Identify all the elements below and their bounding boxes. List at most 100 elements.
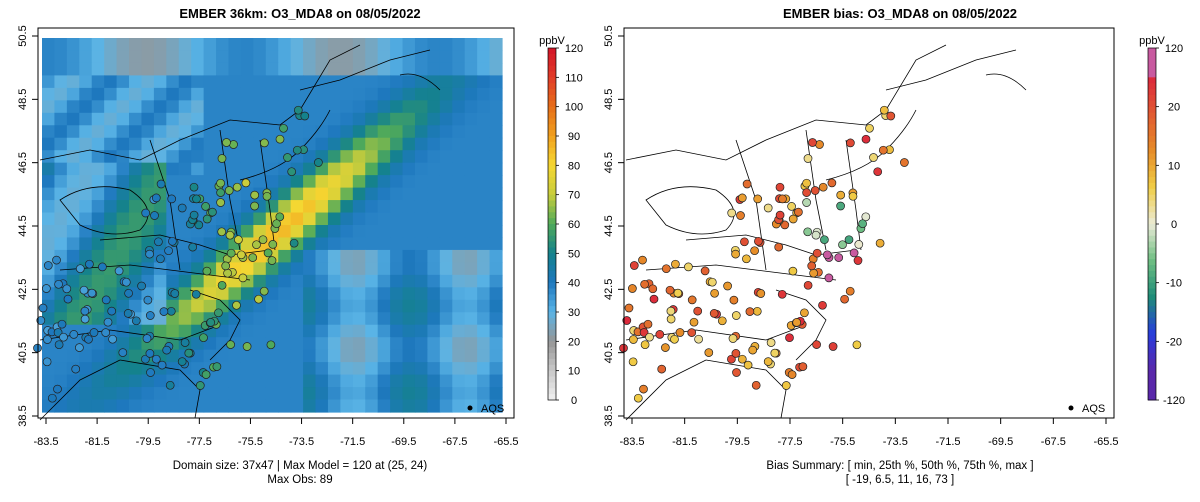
grid-cell <box>166 125 180 139</box>
aqs-bias-station <box>818 182 828 192</box>
aqs-station <box>300 111 310 121</box>
grid-cell <box>402 175 416 189</box>
grid-cell <box>340 100 354 114</box>
grid-cell <box>178 187 192 201</box>
boundary-line <box>845 139 862 251</box>
grid-cell <box>129 399 143 413</box>
grid-cell <box>327 38 341 52</box>
grid-cell <box>141 125 155 139</box>
grid-cell <box>253 337 267 351</box>
grid-cell <box>402 374 416 388</box>
grid-cell <box>327 387 341 401</box>
grid-cell <box>129 324 143 338</box>
grid-cell <box>253 312 267 326</box>
grid-cell <box>452 212 466 226</box>
grid-cell <box>464 125 478 139</box>
grid-cell <box>42 175 56 189</box>
colorbar-segment <box>1148 106 1156 114</box>
colorbar-segment <box>548 212 556 219</box>
grid-cell <box>315 187 329 201</box>
colorbar-segment <box>548 224 556 231</box>
grid-cell <box>278 362 292 376</box>
grid-cell <box>377 374 391 388</box>
aqs-station <box>226 340 235 349</box>
grid-cell <box>477 337 491 351</box>
grid-cell <box>427 249 441 263</box>
aqs-bias-station <box>853 256 863 265</box>
aqs-station <box>202 214 212 224</box>
grid-cell <box>414 324 428 338</box>
grid-cell <box>377 299 391 313</box>
grid-cell <box>377 237 391 251</box>
colorbar-segment <box>548 188 556 196</box>
grid-cell <box>104 87 118 101</box>
model-panel: EMBER 36km: O3_MDA8 on 08/05/2022 -83.5-… <box>17 6 583 486</box>
grid-cell <box>477 262 491 276</box>
colorbar-segment <box>548 253 556 260</box>
grid-cell <box>377 162 391 176</box>
aqs-bias-station <box>838 240 847 250</box>
grid-cell <box>178 262 192 276</box>
grid-cell <box>290 75 304 89</box>
grid-cell <box>66 112 80 126</box>
aqs-bias-station <box>628 284 637 293</box>
y-tick-label: 38.5 <box>603 405 615 426</box>
grid-cell <box>116 399 130 413</box>
aqs-bias-station <box>818 300 827 310</box>
grid-cell <box>66 225 80 239</box>
aqs-station <box>131 316 141 326</box>
grid-cell <box>129 150 143 164</box>
grid-cell <box>489 324 503 338</box>
aqs-station <box>75 343 84 352</box>
grid-cell <box>253 249 267 263</box>
grid-cell <box>427 274 441 288</box>
colorbar-segment <box>548 53 556 61</box>
grid-cell <box>66 374 80 388</box>
grid-cell <box>464 225 478 239</box>
grid-cell <box>178 249 192 263</box>
grid-cell <box>477 87 491 101</box>
grid-cell <box>66 87 80 101</box>
grid-cell <box>390 299 404 313</box>
grid-cell <box>390 274 404 288</box>
grid-cell <box>116 324 130 338</box>
grid-cell <box>153 200 167 214</box>
grid-cell <box>477 150 491 164</box>
grid-cell <box>377 50 391 64</box>
aqs-bias-station <box>802 178 811 188</box>
grid-cell <box>377 387 391 401</box>
colorbar-tick-label: 110 <box>565 72 583 84</box>
aqs-station <box>289 238 299 248</box>
grid-cell <box>303 362 317 376</box>
grid-cell <box>390 62 404 76</box>
grid-cell <box>390 312 404 326</box>
aqs-bias-station <box>809 268 818 278</box>
grid-cell <box>464 112 478 126</box>
grid-cell <box>290 62 304 76</box>
aqs-bias-station <box>639 384 648 394</box>
grid-cell <box>452 87 466 101</box>
colorbar-segment <box>1148 159 1156 166</box>
grid-cell <box>390 362 404 376</box>
colorbar-segment <box>1148 83 1156 90</box>
aqs-bias-station <box>777 289 787 299</box>
grid-cell <box>439 50 453 64</box>
y-tick-label: 48.5 <box>17 89 29 110</box>
grid-cell <box>240 399 254 413</box>
aqs-bias-station <box>732 368 741 377</box>
grid-cell <box>352 362 366 376</box>
grid-cell <box>141 175 155 189</box>
grid-cell <box>203 125 217 139</box>
colorbar-segment <box>548 200 556 207</box>
grid-cell <box>365 274 379 288</box>
aqs-bias-station <box>742 179 752 189</box>
aqs-bias-station <box>684 262 693 272</box>
grid-cell <box>427 200 441 214</box>
grid-cell <box>452 374 466 388</box>
grid-cell <box>489 274 503 288</box>
aqs-bias-station <box>689 317 699 327</box>
colorbar-tick-label: 120 <box>565 43 583 55</box>
grid-cell <box>464 212 478 226</box>
grid-cell <box>327 237 341 251</box>
grid-cell <box>129 38 143 52</box>
